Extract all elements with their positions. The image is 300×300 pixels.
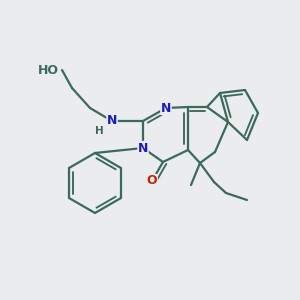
Text: N: N xyxy=(107,115,117,128)
Text: O: O xyxy=(147,175,157,188)
Text: HO: HO xyxy=(38,64,59,76)
Text: N: N xyxy=(138,142,148,154)
Text: N: N xyxy=(161,101,171,115)
Text: H: H xyxy=(94,126,103,136)
